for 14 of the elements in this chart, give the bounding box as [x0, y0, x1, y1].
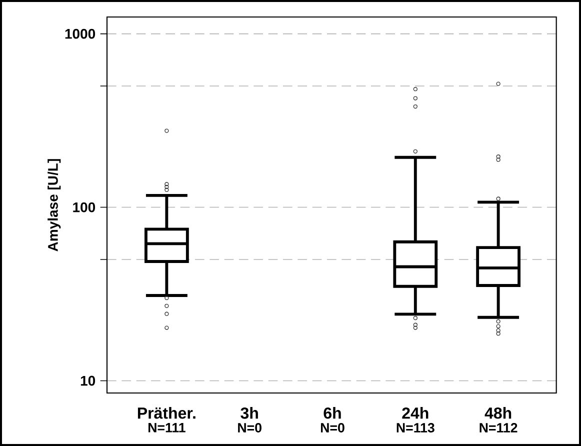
text: N=113 — [396, 423, 434, 432]
text: N=0 — [320, 423, 344, 432]
y-tick-label: 10 — [80, 376, 96, 386]
text: N=111 — [148, 423, 186, 432]
y-tick-label: 1000 — [65, 28, 96, 39]
text: N=112 — [480, 423, 518, 432]
x-tick-label: Präther. — [138, 407, 196, 419]
text: N=0 — [238, 423, 262, 432]
x-tick-label: 3h — [240, 407, 258, 419]
y-tick-label: 100 — [73, 202, 96, 212]
y-axis-title: Amylase [U/L] — [48, 159, 61, 252]
x-tick-label: 6h — [324, 407, 341, 419]
x-tick-label: 24h — [402, 407, 428, 419]
x-tick-label: 48h — [484, 407, 512, 419]
